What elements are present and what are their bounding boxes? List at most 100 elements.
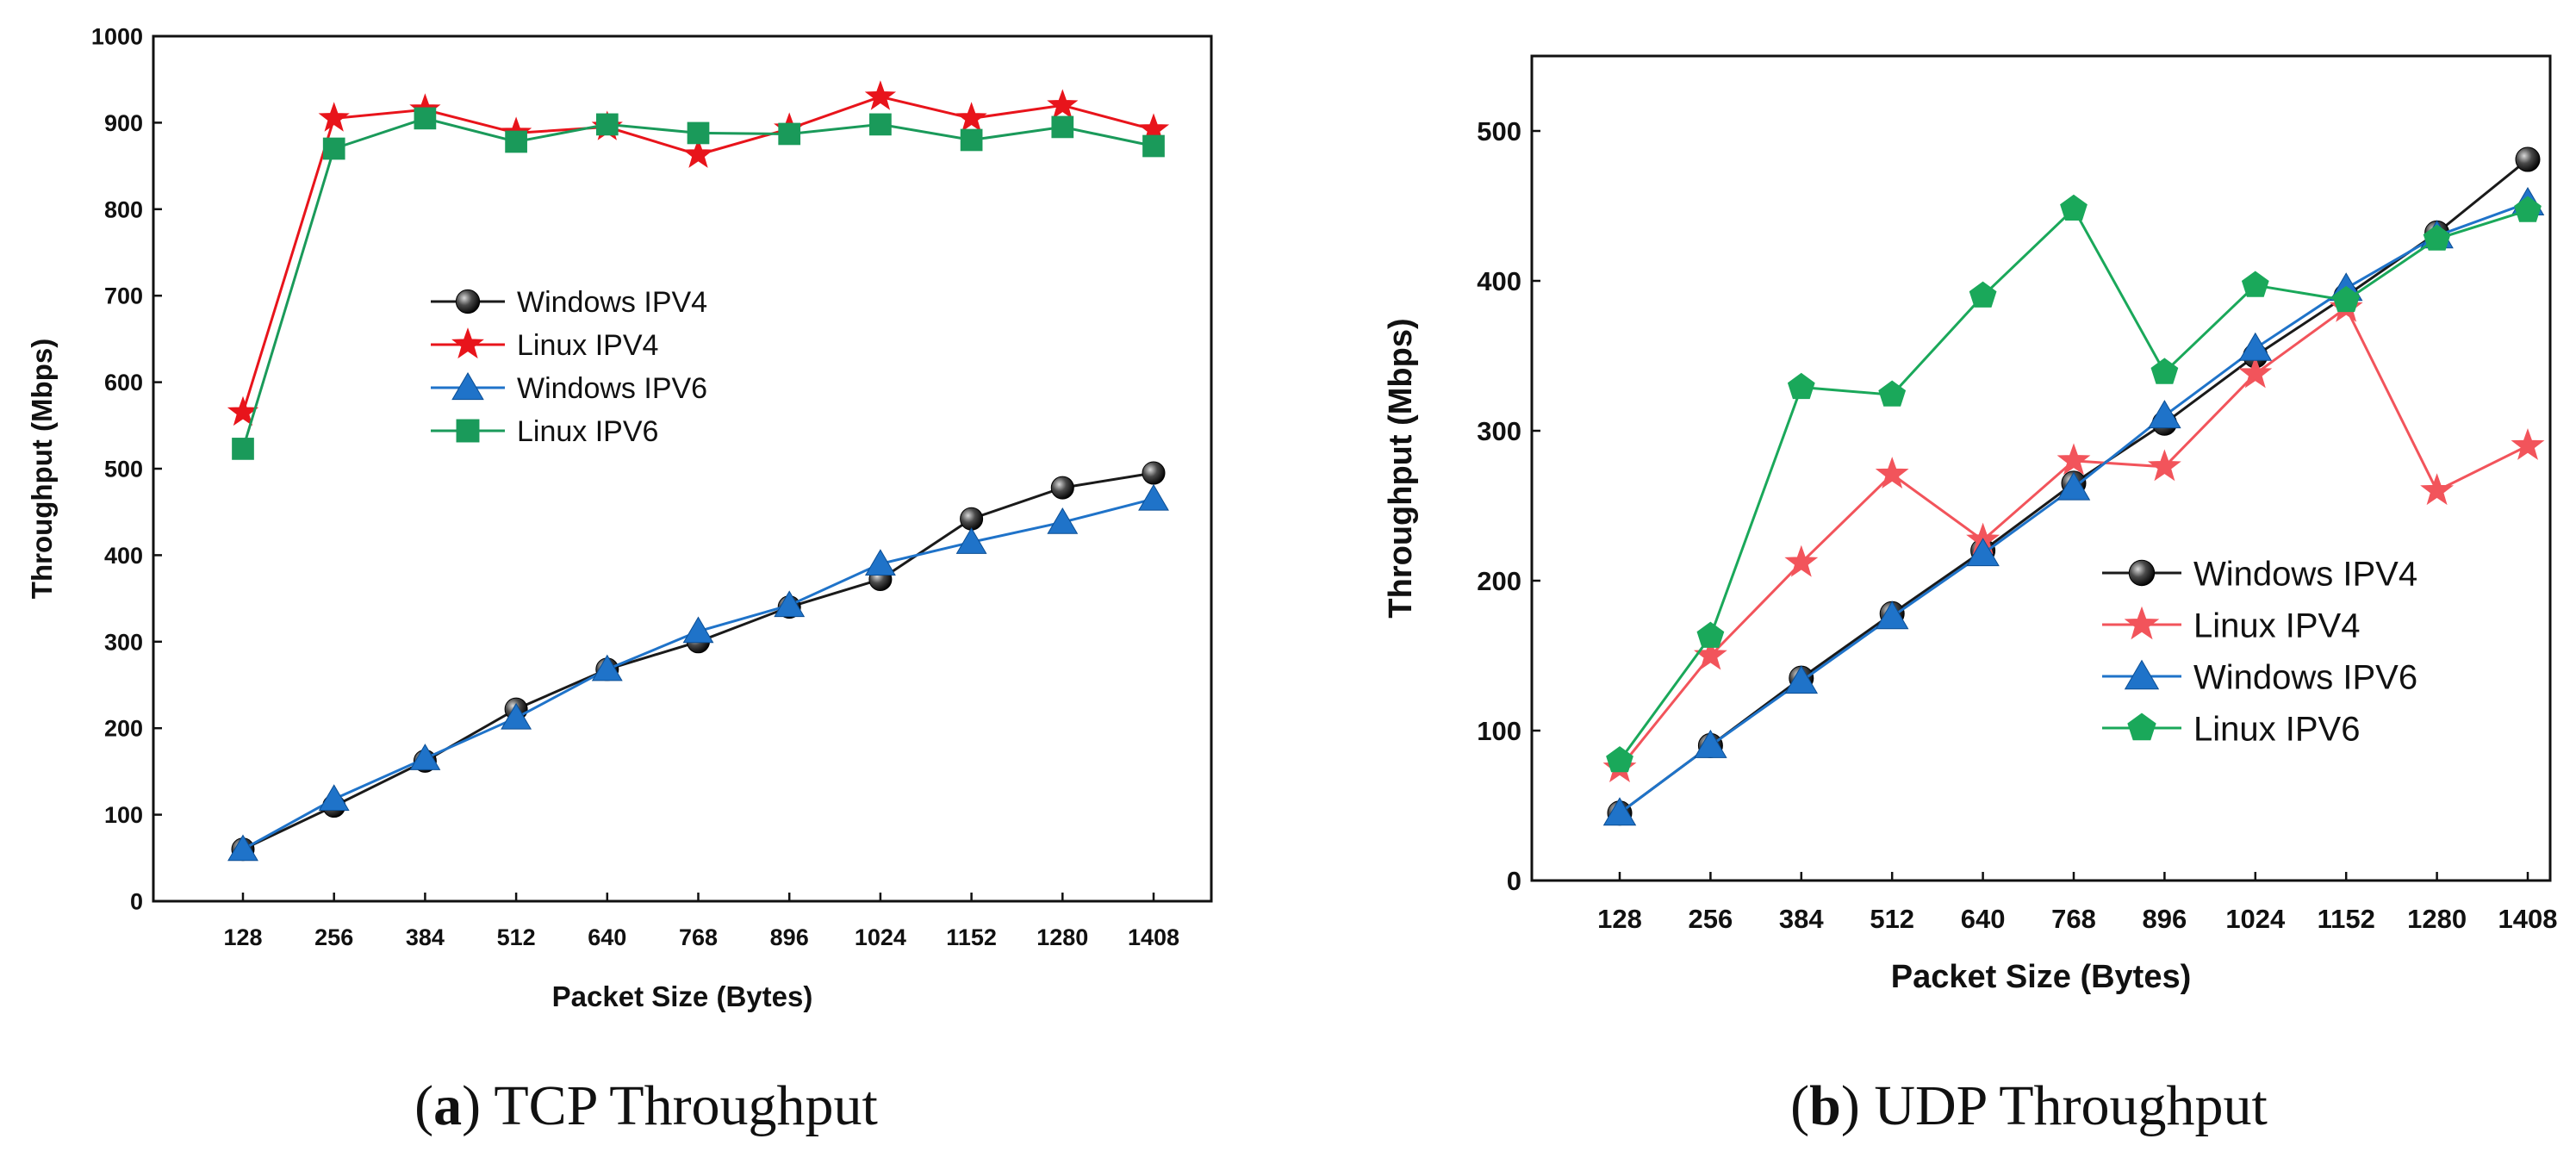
y-tick-label: 900 <box>104 110 143 136</box>
x-tick-label: 1024 <box>855 924 906 950</box>
data-point <box>682 138 714 168</box>
data-point <box>1969 281 1997 308</box>
data-point <box>687 121 710 145</box>
legend-item: Windows IPV4 <box>431 286 707 319</box>
data-point <box>591 654 623 681</box>
data-point <box>2423 224 2451 251</box>
x-tick-label: 768 <box>2051 904 2096 934</box>
legend-label: Windows IPV4 <box>517 286 707 319</box>
data-point <box>1047 89 1079 119</box>
x-ticks-tcp: 128 256 384 512 640 768 896 1024 1152 1280 1408 <box>223 893 1179 950</box>
y-tick-label: 400 <box>1477 266 1521 296</box>
plot-frame-tcp <box>152 34 1213 903</box>
data-point <box>955 102 987 132</box>
data-point <box>2514 196 2542 222</box>
y-tick-label: 0 <box>130 888 143 914</box>
data-point <box>1142 461 1166 485</box>
series-line <box>1618 306 2529 769</box>
data-point <box>864 549 896 576</box>
data-point <box>1602 797 1637 826</box>
x-tick-label: 1280 <box>1036 924 1088 950</box>
data-point <box>2148 400 2181 429</box>
data-point <box>1875 601 1909 630</box>
y-tick-label: 200 <box>1477 566 1521 596</box>
x-tick-label: 1152 <box>2318 904 2375 934</box>
data-point <box>955 527 987 554</box>
chart-udp-throughput: 0 100 200 300 400 500 128 256 384 512 640 768 896 10… <box>1383 54 2557 1137</box>
data-point <box>2150 358 2179 384</box>
y-ticks-tcp: 0 100 200 300 400 500 600 700 800 900 1000 <box>91 23 162 914</box>
y-tick-label: 100 <box>1477 716 1521 746</box>
legend-marker <box>2127 713 2156 741</box>
y-tick-label: 700 <box>104 283 143 309</box>
legend-item: Linux IPV4 <box>431 327 658 362</box>
data-point <box>2515 146 2541 172</box>
caption-letter-tcp: a <box>433 1074 462 1137</box>
data-point <box>864 80 897 110</box>
x-tick-label: 128 <box>223 924 262 950</box>
data-point <box>595 113 619 136</box>
y-tick-label: 600 <box>104 370 143 395</box>
data-point <box>774 590 806 618</box>
data-point <box>2056 471 2091 501</box>
chart-tcp-throughput: 0 100 200 300 400 500 600 700 800 900 1000 128 256 3… <box>26 23 1213 1137</box>
data-point <box>778 122 801 146</box>
data-point <box>2511 428 2545 460</box>
x-ticks-udp: 128 256 384 512 640 768 896 1024 1152 1280 1408 <box>1597 872 2557 934</box>
legend-label: Windows IPV6 <box>2193 658 2417 696</box>
series-line <box>242 497 1154 851</box>
legend-item: Linux IPV6 <box>431 415 658 448</box>
x-tick-label: 1408 <box>2498 904 2558 934</box>
y-ticks-udp: 0 100 200 300 400 500 <box>1477 116 1540 896</box>
series-windows-ipv4 <box>231 461 1166 862</box>
data-point <box>227 395 259 426</box>
series-udp <box>1602 146 2545 826</box>
data-point <box>1696 621 1725 648</box>
data-point <box>682 616 714 644</box>
legend-label: Linux IPV4 <box>2193 607 2360 644</box>
data-point <box>227 834 258 862</box>
data-point <box>2241 271 2269 297</box>
y-axis-title-tcp: Throughput (Mbps) <box>26 339 58 599</box>
x-tick-label: 256 <box>314 924 353 950</box>
series-tcp <box>227 80 1170 862</box>
data-point <box>232 438 254 460</box>
legend-label: Linux IPV6 <box>517 415 658 448</box>
series-windows-ipv6 <box>227 483 1169 862</box>
data-point <box>960 128 983 152</box>
legend-label: Windows IPV4 <box>2193 555 2417 593</box>
data-point <box>318 784 350 812</box>
data-point <box>960 507 984 531</box>
y-tick-label: 1000 <box>91 23 143 49</box>
legend-label: Linux IPV4 <box>517 329 658 362</box>
y-tick-label: 100 <box>104 802 143 828</box>
data-point <box>2056 443 2091 476</box>
data-point <box>414 107 437 130</box>
caption-tcp: (a) TCP Throughput <box>414 1074 878 1137</box>
data-point <box>1051 115 1074 139</box>
x-tick-label: 896 <box>770 924 809 950</box>
series-linux-ipv6 <box>1606 194 2542 773</box>
y-tick-label: 400 <box>104 543 143 569</box>
caption-letter-udp: b <box>1809 1074 1841 1137</box>
data-point <box>501 702 532 730</box>
x-axis-title-tcp: Packet Size (Bytes) <box>552 980 813 1012</box>
data-point <box>1142 134 1165 158</box>
data-point <box>1784 545 1819 577</box>
data-point <box>1694 729 1727 758</box>
legend-marker <box>2124 659 2160 690</box>
legend-item: Windows IPV6 <box>431 371 707 405</box>
legend-label: Windows IPV6 <box>517 372 707 405</box>
caption-text-tcp: TCP Throughput <box>494 1074 878 1137</box>
y-tick-label: 300 <box>1477 416 1521 446</box>
y-tick-label: 800 <box>104 196 143 222</box>
data-point <box>869 113 892 136</box>
data-point <box>2238 356 2273 389</box>
legend-label: Linux IPV6 <box>2193 710 2360 748</box>
plot-frame-udp <box>1530 54 2552 882</box>
data-point <box>322 137 345 160</box>
x-tick-label: 640 <box>588 924 626 950</box>
data-point <box>1878 380 1907 407</box>
x-tick-label: 1152 <box>946 924 997 950</box>
x-axis-title-udp: Packet Size (Bytes) <box>1891 959 2192 995</box>
